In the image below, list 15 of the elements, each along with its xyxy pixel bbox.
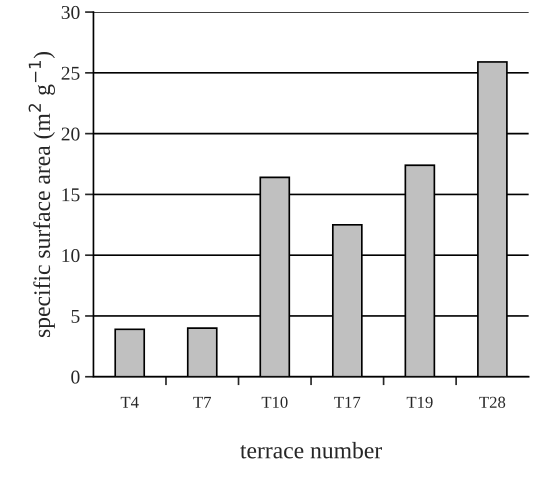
y-axis-title: specific surface area (m$^{2}$ g$^{−1}$) [28, 52, 55, 337]
y-tick-label: 5 [72, 310, 80, 323]
y-tick-label: 0 [71, 370, 80, 384]
x-tick-label: T10 [262, 396, 288, 408]
y-tick-label: 30 [62, 6, 80, 20]
x-axis-title: terrace number [240, 442, 382, 458]
y-tick-label: 25 [62, 66, 80, 80]
x-tick-label: T7 [193, 396, 212, 408]
y-tick-label: 15 [62, 188, 80, 202]
y-tick-label: 20 [62, 127, 80, 141]
y-tick-label: 10 [62, 249, 80, 262]
x-tick-label: T4 [120, 396, 139, 408]
x-tick-label: T17 [334, 396, 360, 408]
x-tick-label: T19 [406, 396, 433, 408]
x-tick-label: T28 [479, 396, 506, 408]
